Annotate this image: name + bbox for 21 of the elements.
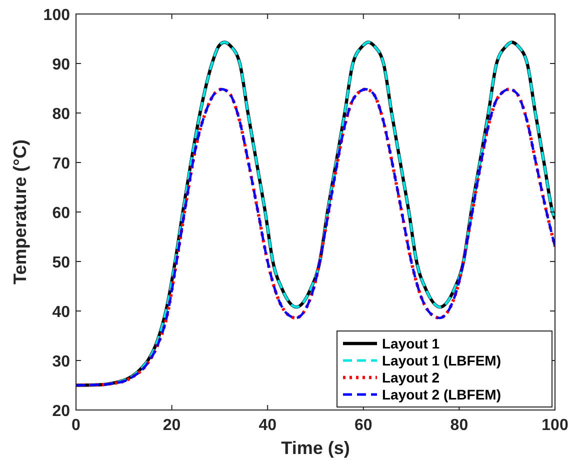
x-tick-label: 20 <box>162 417 181 434</box>
y-axis-title: Temperature (°C) <box>10 140 30 284</box>
y-tick-label: 30 <box>52 354 70 370</box>
y-tick-label: 50 <box>52 254 70 272</box>
legend-label: Layout 2 (LBFEM) <box>382 386 501 402</box>
x-tick-label: 100 <box>542 417 568 434</box>
x-tick-label: 40 <box>258 417 277 434</box>
y-tick-label: 100 <box>43 7 70 24</box>
y-tick-label: 80 <box>52 106 70 123</box>
y-tick-label: 20 <box>52 403 70 420</box>
y-tick-label: 90 <box>52 56 70 74</box>
legend-label: Layout 1 <box>382 336 440 352</box>
legend-label: Layout 1 (LBFEM) <box>382 352 501 368</box>
y-tick-label: 60 <box>52 205 70 222</box>
x-tick-label: 60 <box>354 417 372 434</box>
legend-label: Layout 2 <box>382 370 440 386</box>
x-tick-label: 80 <box>450 417 468 434</box>
y-tick-label: 70 <box>52 156 70 172</box>
y-tick-label: 40 <box>52 304 70 321</box>
x-tick-label: 0 <box>72 417 81 434</box>
x-axis-title: Time (s) <box>281 438 350 458</box>
